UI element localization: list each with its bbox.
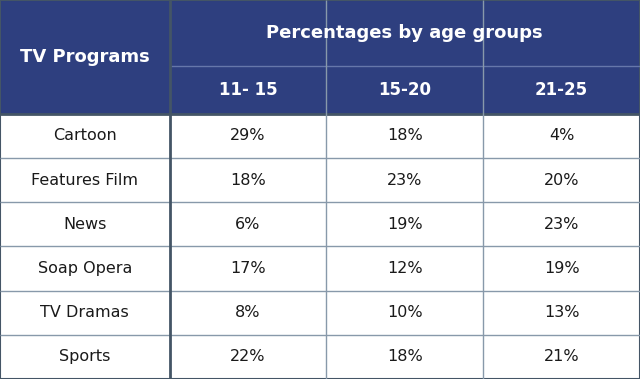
Text: 29%: 29%	[230, 128, 266, 143]
Text: 23%: 23%	[544, 217, 579, 232]
Text: 8%: 8%	[236, 305, 260, 320]
Text: 4%: 4%	[549, 128, 574, 143]
Text: 22%: 22%	[230, 349, 266, 364]
Text: Soap Opera: Soap Opera	[38, 261, 132, 276]
Text: 18%: 18%	[387, 128, 422, 143]
Bar	[0, 202, 640, 246]
Bar	[170, 0, 640, 66]
Text: Sports: Sports	[59, 349, 111, 364]
Text: Features Film: Features Film	[31, 172, 138, 188]
Text: 18%: 18%	[387, 349, 422, 364]
Text: 10%: 10%	[387, 305, 422, 320]
Bar	[0, 291, 640, 335]
Text: News: News	[63, 217, 106, 232]
Text: 18%: 18%	[230, 172, 266, 188]
Bar	[0, 114, 640, 158]
Text: 21%: 21%	[544, 349, 579, 364]
Text: 6%: 6%	[236, 217, 260, 232]
Bar	[0, 246, 640, 291]
Text: 17%: 17%	[230, 261, 266, 276]
Text: 13%: 13%	[544, 305, 579, 320]
Text: Cartoon: Cartoon	[53, 128, 116, 143]
Text: 19%: 19%	[544, 261, 579, 276]
Text: 21-25: 21-25	[535, 81, 588, 99]
Bar	[483, 66, 640, 114]
Bar	[0, 0, 170, 114]
Bar	[170, 66, 326, 114]
Text: TV Programs: TV Programs	[20, 48, 150, 66]
Text: TV Dramas: TV Dramas	[40, 305, 129, 320]
Bar	[0, 335, 640, 379]
Bar	[326, 66, 483, 114]
Text: 23%: 23%	[387, 172, 422, 188]
Text: 15-20: 15-20	[378, 81, 431, 99]
Text: 19%: 19%	[387, 217, 422, 232]
Text: Percentages by age groups: Percentages by age groups	[266, 24, 543, 42]
Bar	[0, 158, 640, 202]
Text: 20%: 20%	[544, 172, 579, 188]
Text: 11- 15: 11- 15	[219, 81, 277, 99]
Text: 12%: 12%	[387, 261, 422, 276]
